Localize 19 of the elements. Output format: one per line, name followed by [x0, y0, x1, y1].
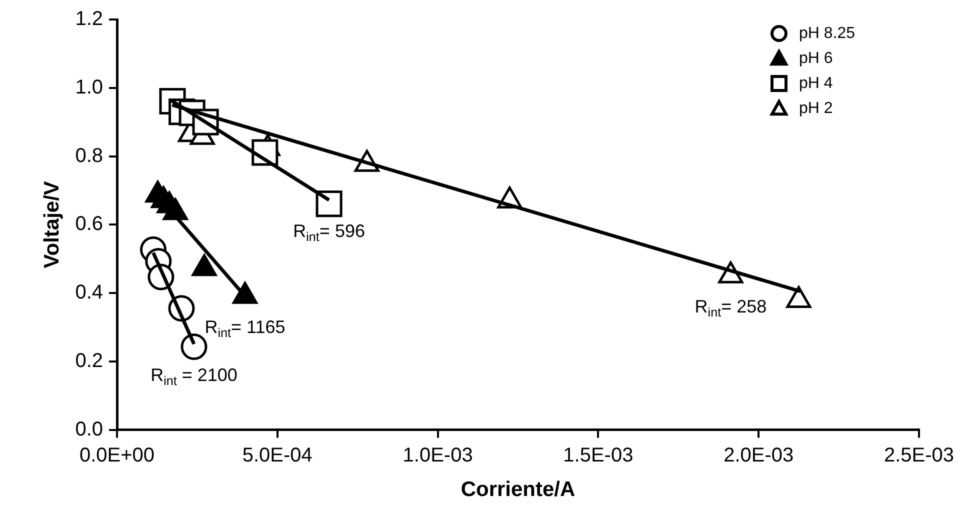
x-tick-label: 5.0E-04 [242, 444, 312, 466]
x-tick-label: 2.0E-03 [724, 444, 794, 466]
y-tick-label: 0.8 [75, 144, 104, 167]
legend-label: pH 2 [799, 100, 833, 117]
x-tick-label: 0.0E+00 [79, 444, 155, 466]
legend-label: pH 8.25 [799, 24, 856, 42]
x-axis-title: Corriente/A [460, 478, 576, 502]
y-axis-title: Voltaje/V [40, 181, 64, 268]
y-tick-label: 1.2 [75, 8, 104, 30]
y-tick-label: 0.0 [75, 418, 104, 440]
legend-label: pH 4 [799, 74, 833, 92]
y-tick-label: 0.2 [75, 350, 104, 372]
x-tick-label: 2.5E-03 [884, 444, 954, 466]
legend-label: pH 6 [799, 50, 833, 67]
y-tick-label: 0.4 [75, 282, 104, 304]
y-tick-label: 1.0 [75, 76, 104, 98]
x-tick-label: 1.5E-03 [563, 444, 634, 466]
x-tick-label: 1.0E-03 [402, 444, 473, 466]
y-tick-label: 0.6 [75, 213, 104, 236]
